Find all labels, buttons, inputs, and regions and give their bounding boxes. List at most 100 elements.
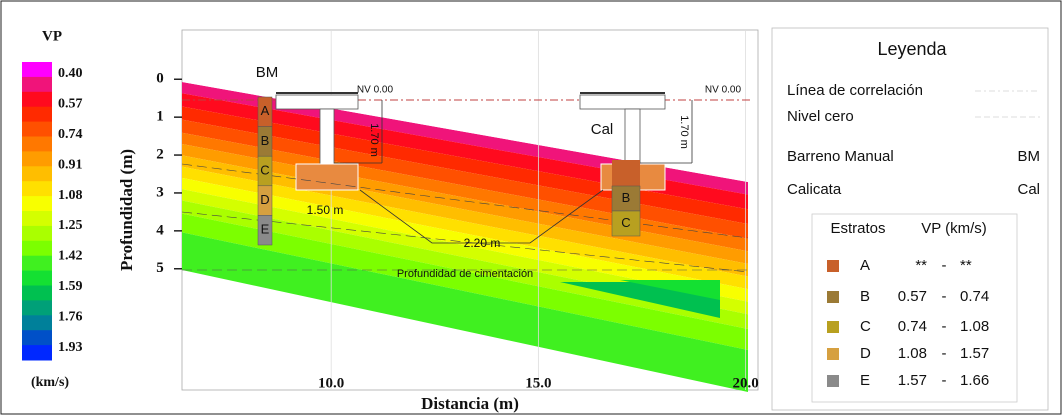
- legend-label: Línea de correlación: [787, 82, 923, 99]
- vp-separator: -: [942, 372, 947, 389]
- stratum-name: B: [860, 288, 870, 305]
- depth-label: 1.70 m: [368, 123, 380, 157]
- y-axis-label: Profundidad (m): [117, 149, 136, 271]
- colorbar-label: 1.59: [58, 279, 83, 294]
- legend-swatch: [827, 291, 839, 303]
- level-label: NV 0.00: [705, 85, 742, 96]
- stratum-label: A: [261, 103, 270, 118]
- stratum-name: D: [860, 345, 871, 362]
- colorbar-label: 1.76: [58, 309, 83, 324]
- colorbar-band: [22, 315, 52, 331]
- pit-label: Cal: [591, 121, 614, 138]
- colorbar-band: [22, 330, 52, 346]
- colorbar-label: 0.91: [58, 157, 83, 172]
- colorbar-label: 0.57: [58, 97, 83, 112]
- colorbar-band: [22, 196, 52, 212]
- dimension-arrow: [359, 189, 604, 244]
- velocity-band: [182, 166, 748, 290]
- velocity-band: [182, 213, 748, 350]
- colorbar-band: [22, 62, 52, 78]
- depth-label: 1.70 m: [678, 115, 690, 149]
- stratum: [611, 185, 641, 212]
- vp-separator: -: [942, 288, 947, 305]
- vp-max: **: [960, 257, 972, 274]
- colorbar-band: [22, 181, 52, 197]
- table-header: Estratos: [830, 220, 885, 237]
- legend-symbol: Cal: [1017, 181, 1040, 198]
- legend-label: Calicata: [787, 181, 842, 198]
- vp-max: 1.57: [960, 345, 989, 362]
- vp-max: 0.74: [960, 288, 989, 305]
- colorbar-title: VP: [42, 28, 62, 44]
- legend-swatch: [827, 321, 839, 333]
- velocity-band: [182, 177, 748, 302]
- colorbar-band: [22, 91, 52, 108]
- stratum-label: B: [622, 190, 631, 205]
- velocity-band: [182, 200, 748, 329]
- colorbar-band: [22, 345, 52, 361]
- stratum-label: B: [261, 133, 270, 148]
- colorbar-band: [22, 225, 52, 242]
- colorbar-band: [22, 106, 52, 123]
- stratum-label: D: [260, 192, 269, 207]
- colorbar-band: [22, 255, 52, 272]
- x-tick-label: 20.0: [732, 375, 758, 391]
- colorbar-label: 1.25: [58, 218, 83, 233]
- vp-min: 1.57: [898, 372, 927, 389]
- vp-min: **: [915, 257, 927, 274]
- legend-swatch: [827, 260, 839, 272]
- legend: Línea de correlación Nivel cero Barreno Ma…: [787, 82, 1040, 389]
- stratum-label: E: [261, 222, 270, 237]
- colorbar-band: [22, 151, 52, 167]
- colorbar-unit: (km/s): [31, 375, 69, 390]
- colorbar-band: [22, 76, 52, 93]
- y-tick-label: 5: [156, 260, 164, 276]
- legend-symbol: BM: [1018, 148, 1041, 165]
- velocity-band: [182, 232, 748, 392]
- legend-label: Nivel cero: [787, 108, 854, 125]
- grid: [174, 30, 746, 390]
- x-tick-label: 10.0: [318, 375, 344, 391]
- stratum-name: A: [860, 257, 870, 274]
- vp-min: 0.74: [898, 318, 927, 335]
- vp-min: 0.57: [898, 288, 927, 305]
- stratum-label: C: [260, 162, 269, 177]
- width-label: 2.20 m: [464, 236, 501, 250]
- contour-line: [181, 211, 749, 273]
- table-header: VP (km/s): [921, 220, 987, 237]
- stratum: [611, 210, 641, 237]
- contour-line: [181, 163, 749, 239]
- colorbar-band: [22, 300, 52, 316]
- width-label: 1.50 m: [307, 203, 344, 217]
- colorbar: 0.40 0.57 0.74 0.91 1.08 1.25 1.42 1.59 1.76 1.93: [22, 62, 83, 361]
- vp-min: 1.08: [898, 345, 927, 362]
- colorbar-band: [22, 240, 52, 257]
- legend-label: Barreno Manual: [787, 148, 894, 165]
- vp-max: 1.66: [960, 372, 989, 389]
- stratum-label: C: [621, 215, 630, 230]
- vp-separator: -: [942, 318, 947, 335]
- y-tick-label: 4: [156, 222, 164, 238]
- colorbar-label: 0.74: [58, 127, 83, 142]
- x-tick-label: 15.0: [525, 375, 551, 391]
- colorbar-band: [22, 166, 52, 182]
- colorbar-label: 1.08: [58, 188, 83, 203]
- colorbar-band: [22, 211, 52, 227]
- y-tick-label: 3: [156, 184, 164, 200]
- x-axis-label: Distancia (m): [421, 394, 519, 413]
- velocity-zone: [620, 280, 720, 300]
- colorbar-label: 1.93: [58, 340, 83, 355]
- y-tick-label: 2: [156, 146, 164, 162]
- colorbar-band: [22, 136, 52, 152]
- y-tick-label: 1: [156, 109, 164, 125]
- footing-left: [275, 92, 383, 191]
- legend-swatch: [827, 348, 839, 360]
- borehole-label: BM: [256, 64, 279, 81]
- colorbar-band: [22, 285, 52, 301]
- colorbar-band: [22, 270, 52, 286]
- level-label: NV 0.00: [357, 85, 394, 96]
- vp-separator: -: [942, 345, 947, 362]
- stratum-name: C: [860, 318, 871, 335]
- colorbar-label: 1.42: [58, 249, 83, 264]
